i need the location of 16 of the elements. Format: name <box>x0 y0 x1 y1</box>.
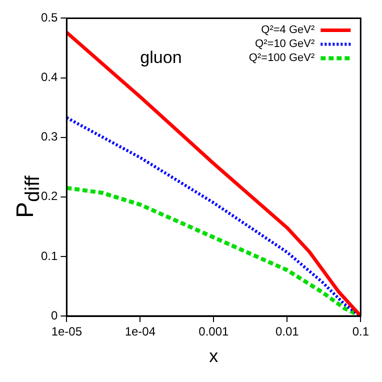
x-axis-title: x <box>209 346 218 366</box>
x-tick-label: 0.01 <box>275 324 300 339</box>
y-tick-label: 0.4 <box>40 70 58 84</box>
x-tick-label: 0.001 <box>198 324 230 339</box>
y-tick-label: 0.1 <box>40 248 58 263</box>
legend-label: Q²=100 GeV² <box>248 52 315 64</box>
y-tick-label: 0.2 <box>40 189 58 204</box>
y-tick-label: 0.3 <box>40 130 58 144</box>
legend-label: Q²=10 GeV² <box>255 38 315 50</box>
x-tick-label: 1e-05 <box>51 324 82 339</box>
y-tick-label: 0 <box>50 308 58 322</box>
legend-label: Q²=4 GeV² <box>261 24 315 36</box>
x-tick-label: 0.1 <box>352 324 370 339</box>
annotation: gluon <box>140 48 182 67</box>
x-tick-label: 1e-04 <box>124 324 156 339</box>
y-tick-label: 0.5 <box>40 10 58 25</box>
